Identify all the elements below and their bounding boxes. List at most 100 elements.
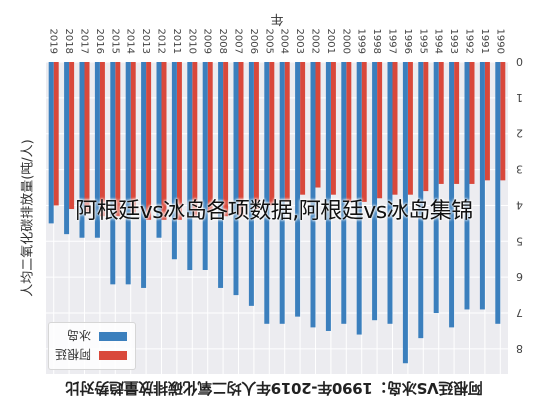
x-tick-label: 1990 (494, 29, 505, 54)
bar-argentina (176, 62, 182, 220)
bar-argentina (238, 62, 244, 217)
x-tick-label: 1994 (433, 29, 444, 54)
y-tick-label: 0 (516, 55, 523, 68)
x-tick-label: 2004 (279, 29, 290, 54)
bar-argentina (69, 62, 75, 210)
bar-argentina (423, 62, 429, 192)
bar-argentina (346, 62, 352, 202)
x-tick-label: 2016 (94, 29, 105, 54)
bar-argentina (315, 62, 321, 188)
y-tick-label: 8 (516, 342, 523, 355)
x-tick-label: 2003 (294, 29, 305, 54)
bar-iceland (387, 62, 393, 324)
y-tick-label: 2 (516, 127, 523, 140)
bar-argentina (377, 62, 383, 199)
bar-iceland (79, 62, 85, 238)
y-tick-label: 7 (516, 306, 523, 319)
bar-iceland (202, 62, 208, 270)
x-tick-label: 2013 (140, 29, 151, 54)
x-tick-label: 2007 (233, 29, 244, 54)
bar-iceland (64, 62, 70, 235)
bar-argentina (330, 62, 336, 195)
x-tick-label: 1997 (387, 29, 398, 54)
bar-iceland (110, 62, 116, 285)
x-tick-label: 2009 (202, 29, 213, 54)
x-tick-label: 1992 (464, 29, 475, 54)
bar-argentina (284, 62, 290, 202)
bar-argentina (407, 62, 413, 195)
bar-iceland (464, 62, 470, 310)
legend-swatch-iceland (99, 332, 127, 341)
bar-iceland (479, 62, 485, 310)
bar-iceland (248, 62, 254, 306)
bar-argentina (146, 62, 152, 220)
bar-iceland (218, 62, 224, 288)
x-tick-label: 2008 (217, 29, 228, 54)
bar-iceland (141, 62, 147, 288)
bar-iceland (449, 62, 455, 328)
x-tick-label: 2002 (310, 29, 321, 54)
legend-item-argentina: 阿根廷 (51, 347, 127, 363)
x-tick-label: 2012 (156, 29, 167, 54)
bar-argentina (53, 62, 59, 206)
x-tick-label: 2001 (325, 29, 336, 54)
bar-argentina (469, 62, 475, 184)
bar-argentina (115, 62, 121, 217)
bar-argentina (454, 62, 460, 184)
x-tick-label: 1996 (402, 29, 413, 54)
bar-iceland (171, 62, 177, 260)
bar-iceland (264, 62, 270, 324)
x-tick-label: 2014 (125, 29, 136, 54)
x-tick-label: 1993 (448, 29, 459, 54)
bar-iceland (48, 62, 54, 224)
y-tick-label: 6 (516, 270, 523, 283)
y-tick-label: 4 (516, 198, 523, 211)
x-tick-label: 1998 (371, 29, 382, 54)
legend-label-argentina: 阿根廷 (54, 347, 91, 361)
x-tick-label: 2000 (340, 29, 351, 54)
legend-item-iceland: 冰岛 (51, 328, 127, 344)
bar-iceland (418, 62, 424, 339)
x-tick-label: 2010 (186, 29, 197, 54)
bar-iceland (187, 62, 193, 270)
chart-title: 阿根廷VS冰岛：1990年-2019年人均二氧化碳排放量趋势对比 (65, 379, 483, 397)
x-tick-label: 2015 (109, 29, 120, 54)
bar-iceland (495, 62, 501, 324)
bar-argentina (438, 62, 444, 184)
bar-argentina (223, 62, 229, 217)
x-axis-label: 年 (270, 11, 284, 26)
y-tick-label: 5 (516, 234, 523, 247)
x-tick-label: 2011 (171, 29, 182, 54)
bar-iceland (295, 62, 301, 317)
bar-iceland (233, 62, 239, 296)
y-tick-label: 1 (516, 91, 523, 104)
bar-argentina (207, 62, 213, 213)
bar-iceland (156, 62, 162, 238)
legend-swatch-argentina (99, 351, 127, 360)
bar-argentina (253, 62, 259, 210)
bar-iceland (433, 62, 439, 314)
bar-argentina (161, 62, 167, 220)
legend: 阿根廷 冰岛 (48, 322, 136, 370)
bar-argentina (269, 62, 275, 206)
bar-argentina (99, 62, 105, 217)
x-tick-label: 2006 (248, 29, 259, 54)
legend-label-iceland: 冰岛 (66, 328, 91, 342)
bar-argentina (361, 62, 367, 202)
bar-iceland (341, 62, 347, 324)
bar-argentina (484, 62, 490, 181)
bar-iceland (325, 62, 331, 331)
bar-argentina (192, 62, 198, 217)
bar-argentina (500, 62, 506, 181)
x-tick-label: 1991 (479, 29, 490, 54)
x-tick-label: 2017 (79, 29, 90, 54)
bar-iceland (125, 62, 131, 285)
overlay-caption: 阿根廷vs冰岛各项数据,阿根廷vs冰岛集锦 (75, 199, 473, 224)
bar-argentina (300, 62, 306, 195)
bar-iceland (279, 62, 285, 324)
y-tick-label: 3 (516, 163, 523, 176)
bar-iceland (310, 62, 316, 328)
bar-argentina (392, 62, 398, 195)
